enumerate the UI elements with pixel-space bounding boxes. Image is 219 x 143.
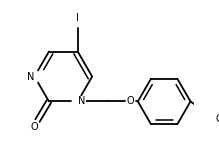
Text: Cl: Cl: [215, 114, 219, 124]
Text: N: N: [27, 72, 35, 82]
Text: O: O: [30, 122, 38, 132]
Text: N: N: [78, 97, 85, 107]
Text: I: I: [76, 13, 79, 23]
Text: O: O: [127, 97, 134, 107]
